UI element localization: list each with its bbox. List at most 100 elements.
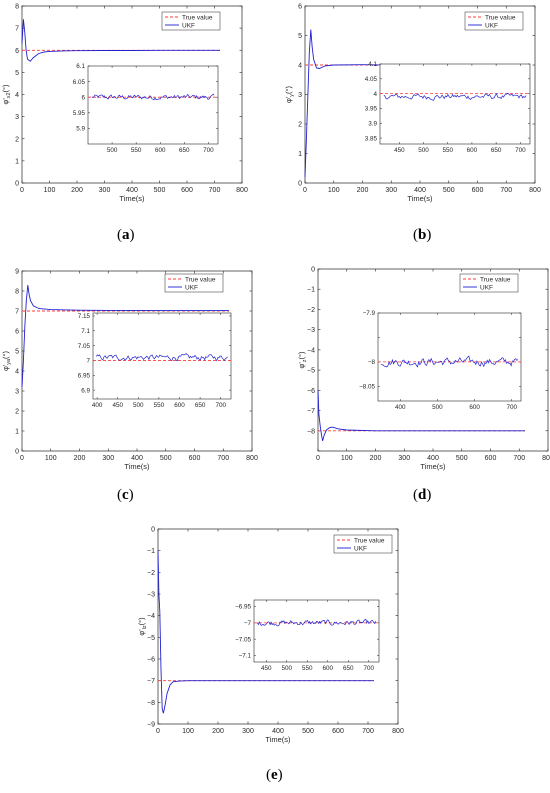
inset-y-tick-label: 7.15 (78, 313, 91, 320)
y-tick-label: 0 (311, 267, 315, 274)
x-axis-label: Time(s) (119, 194, 145, 203)
inset-x-tick-label: 500 (418, 147, 429, 154)
x-tick-label: 500 (443, 187, 455, 194)
inset-x-tick-label: 650 (343, 665, 354, 672)
x-axis-label: Time(s) (407, 194, 433, 203)
x-tick-label: 100 (328, 187, 340, 194)
inset-y-tick-label: 3.9 (368, 120, 377, 127)
legend-box (333, 534, 393, 554)
inset-y-tick-label: 5.9 (76, 126, 85, 133)
inset-ukf-line (91, 93, 215, 101)
panel-b: 0 100 200 300 400 500 600 700 800 0 1 2 3 4 5 6 Time(s) φ… (284, 4, 541, 204)
inset-x-tick-label: 650 (179, 147, 190, 154)
legend-true-value-label: True value (485, 15, 516, 22)
x-tick-label: 100 (182, 728, 194, 735)
inset-x-tick-label: 450 (394, 147, 405, 154)
x-tick-label: 300 (102, 455, 114, 462)
x-tick-label: 700 (513, 455, 525, 462)
y-axis-label: φ'y(°) (284, 85, 295, 103)
y-tick-label: 0 (15, 181, 19, 188)
x-tick-label: 0 (303, 187, 307, 194)
x-tick-label: 300 (99, 187, 111, 194)
inset: 450 500 550 600 650 700 3.85 3.9 3.95 4 4.05 4.1 (365, 61, 531, 154)
y-tick-label: 5 (15, 349, 19, 356)
inset-y-tick-label: −7.1 (239, 653, 252, 660)
y-tick-label: 6 (298, 4, 302, 11)
legend-true-value-label: True value (480, 277, 511, 284)
y-tick-label: 3 (15, 389, 19, 396)
x-axis-label: Time(s) (124, 462, 150, 471)
inset-ukf-line (383, 92, 527, 101)
legend-true-value-label: True value (182, 15, 213, 22)
caption-b: (b) (413, 227, 431, 243)
y-tick-label: 3 (15, 114, 19, 121)
caption-c: (c) (117, 487, 134, 503)
x-tick-label: 600 (472, 187, 484, 194)
y-tick-label: 2 (15, 136, 19, 143)
inset-x-tick-label: 600 (174, 402, 185, 409)
x-tick-label: 800 (542, 455, 550, 462)
y-tick-label: −4 (307, 347, 315, 354)
inset-x-tick-label: 600 (467, 147, 478, 154)
x-tick-label: 400 (126, 187, 138, 194)
inset-y-tick-label: 7.1 (81, 328, 90, 335)
x-axis-label: Time(s) (420, 462, 446, 471)
x-tick-label: 400 (272, 728, 284, 735)
y-tick-label: 0 (151, 527, 155, 534)
inset-y-tick-label: 6.9 (81, 387, 90, 394)
x-tick-label: 500 (302, 728, 314, 735)
y-tick-label: −4 (147, 613, 155, 620)
legend-box (459, 273, 519, 293)
x-tick-label: 600 (181, 187, 193, 194)
y-tick-label: 0 (298, 181, 302, 188)
inset-x-tick-label: 550 (442, 147, 453, 154)
inset-y-tick-label: 3.95 (365, 106, 378, 113)
x-tick-label: 800 (246, 455, 258, 462)
x-tick-label: 200 (370, 455, 382, 462)
inset-x-tick-label: 500 (133, 402, 144, 409)
y-tick-label: 8 (15, 289, 19, 296)
x-tick-label: 600 (485, 455, 497, 462)
y-tick-label: −7 (307, 408, 315, 415)
inset-x-tick-label: 600 (155, 147, 166, 154)
inset-y-tick-label: 6.95 (78, 372, 91, 379)
x-tick-label: 100 (44, 187, 56, 194)
y-tick-label: −9 (147, 722, 155, 729)
legend-ukf-label: UKF (485, 23, 498, 30)
inset-y-tick-label: 6.1 (76, 63, 85, 70)
y-tick-label: −3 (307, 327, 315, 334)
y-tick-label: −8 (307, 428, 315, 435)
inset-x-tick-label: 700 (363, 665, 374, 672)
inset-y-tick-label: 6.05 (73, 79, 86, 86)
legend-ukf-label: UKF (354, 546, 367, 553)
inset-x-tick-label: 550 (131, 147, 142, 154)
inset-x-tick-label: 450 (261, 665, 272, 672)
y-tick-label: 5 (15, 70, 19, 77)
inset: 400 500 600 700 −8.05 −8 −7.9 (359, 310, 522, 411)
inset-y-tick-label: −7.9 (363, 310, 376, 317)
x-tick-label: 400 (414, 187, 426, 194)
x-tick-label: 200 (71, 187, 83, 194)
x-tick-label: 700 (217, 455, 229, 462)
y-tick-label: 1 (298, 151, 302, 158)
y-tick-label: −2 (307, 307, 315, 314)
caption-d: (d) (413, 487, 431, 503)
series-ukf-line (21, 19, 220, 62)
inset-y-tick-label: 4 (373, 91, 377, 98)
series-ukf-line (21, 284, 229, 388)
y-tick-label: −1 (307, 287, 315, 294)
inset-y-tick-label: −8.05 (359, 384, 375, 391)
x-tick-label: 300 (398, 455, 410, 462)
caption-a: (a) (117, 227, 135, 243)
y-tick-label: 9 (15, 269, 19, 276)
inset-x-tick-label: 600 (469, 404, 480, 411)
legend-ukf-label: UKF (480, 285, 493, 292)
y-tick-label: 7 (15, 309, 19, 316)
inset-y-tick-label: −7 (244, 620, 252, 627)
y-tick-label: 6 (15, 48, 19, 55)
x-tick-label: 800 (236, 187, 248, 194)
x-tick-label: 700 (500, 187, 512, 194)
inset-x-tick-label: 550 (154, 402, 165, 409)
